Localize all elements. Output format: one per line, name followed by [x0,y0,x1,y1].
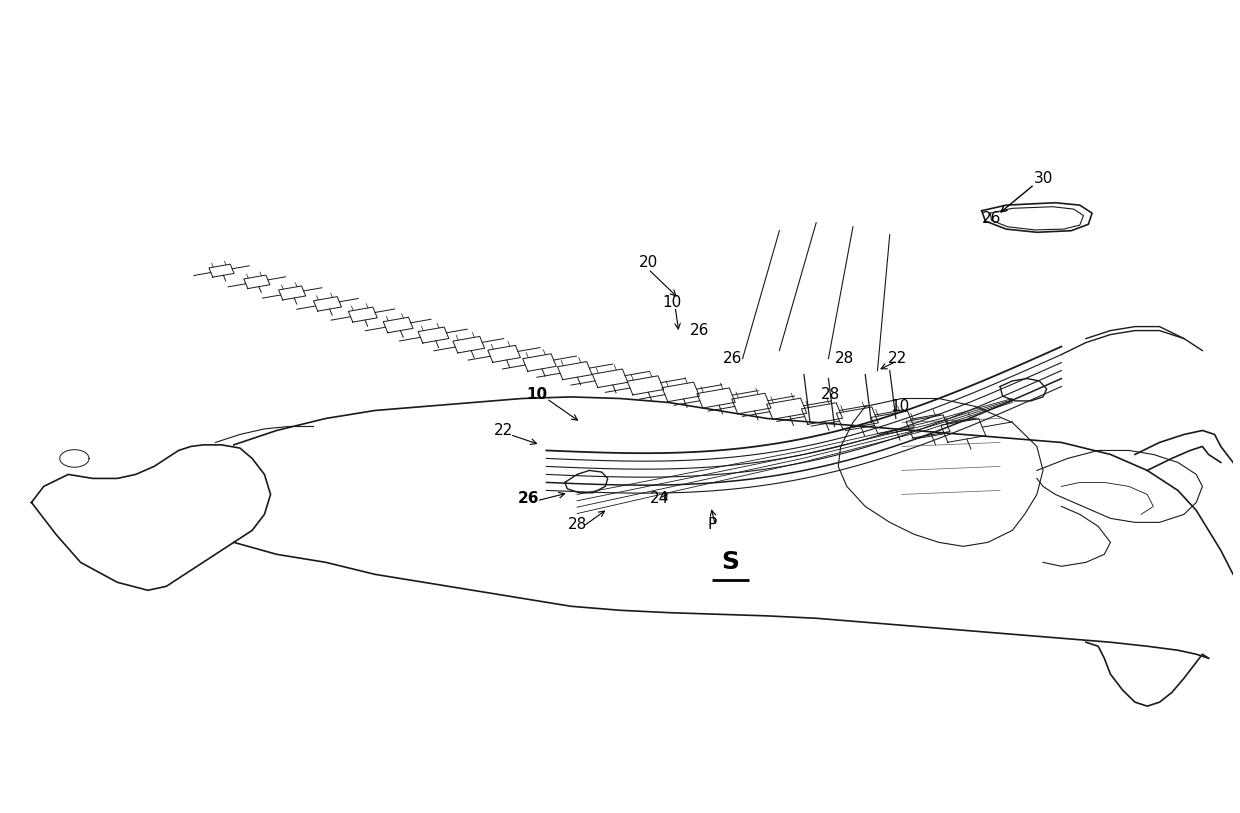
Text: 28: 28 [568,517,587,533]
Text: 10: 10 [662,295,681,310]
Text: 26: 26 [723,351,743,366]
Text: 22: 22 [888,351,906,366]
Text: 28: 28 [835,351,854,366]
Text: 26: 26 [689,323,709,338]
Text: 26: 26 [517,491,539,506]
Text: 10: 10 [890,399,909,414]
Text: 26: 26 [982,211,1001,226]
Text: 24: 24 [650,491,668,506]
Text: 28: 28 [821,387,841,402]
Text: S: S [722,550,739,574]
Text: 30: 30 [1033,172,1053,186]
Text: P: P [707,517,717,533]
Text: 10: 10 [526,387,547,402]
Text: 22: 22 [494,423,513,438]
Text: 20: 20 [639,255,658,270]
